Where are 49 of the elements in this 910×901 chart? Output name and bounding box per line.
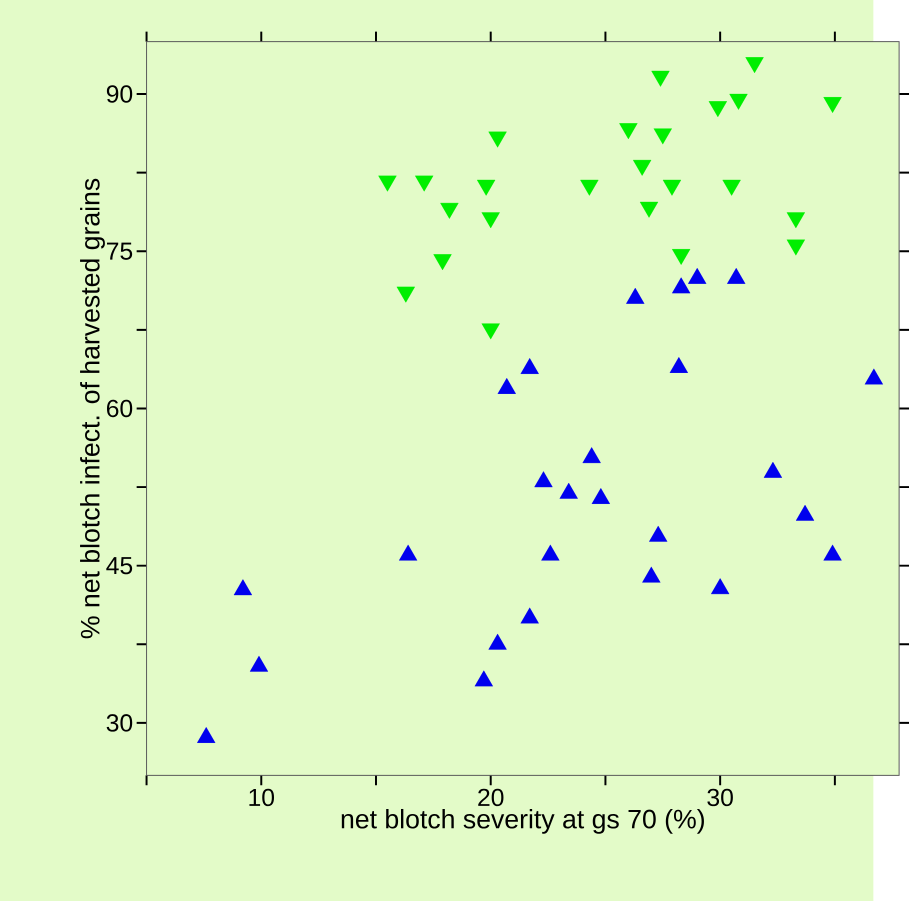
point: [398, 544, 418, 561]
point: [672, 248, 690, 265]
point: [619, 123, 638, 140]
point: [560, 482, 578, 499]
point: [488, 634, 507, 650]
point: [651, 70, 670, 87]
y-tick-label: 45: [106, 557, 132, 574]
point: [541, 544, 560, 561]
point: [796, 504, 814, 521]
y-axis-title: % net blotch infect. of harvested grains: [80, 178, 105, 638]
y-tick-label: 75: [107, 242, 132, 260]
x-tick-label: 20: [478, 788, 504, 806]
x-tick-label: 30: [707, 788, 733, 806]
point: [722, 180, 741, 196]
point: [250, 656, 268, 672]
point: [534, 471, 553, 488]
point: [482, 212, 500, 228]
point: [823, 96, 842, 113]
x-axis-title: net blotch severity at gs 70 (%): [342, 808, 704, 834]
point: [649, 526, 668, 542]
point: [234, 579, 252, 596]
point: [764, 462, 782, 478]
point: [580, 180, 599, 196]
y-tick-label: 90: [106, 85, 132, 103]
point: [642, 566, 660, 583]
point: [708, 101, 728, 118]
point: [786, 212, 806, 228]
y-tick-label: 30: [106, 714, 132, 732]
point: [488, 132, 507, 148]
point: [433, 254, 452, 270]
point: [786, 240, 806, 256]
point: [640, 202, 658, 218]
point: [632, 160, 652, 176]
point: [729, 94, 748, 110]
point: [474, 670, 493, 686]
point: [592, 488, 610, 504]
point: [710, 578, 730, 594]
point: [476, 180, 496, 196]
point: [582, 447, 601, 464]
point: [440, 202, 459, 219]
point: [415, 176, 434, 192]
y-tick-label: 60: [106, 400, 132, 418]
point: [378, 176, 397, 192]
point: [520, 608, 539, 624]
x-tick-label: 10: [249, 788, 274, 806]
point: [654, 128, 672, 144]
point: [823, 544, 842, 561]
point: [662, 180, 682, 196]
point: [745, 57, 764, 74]
